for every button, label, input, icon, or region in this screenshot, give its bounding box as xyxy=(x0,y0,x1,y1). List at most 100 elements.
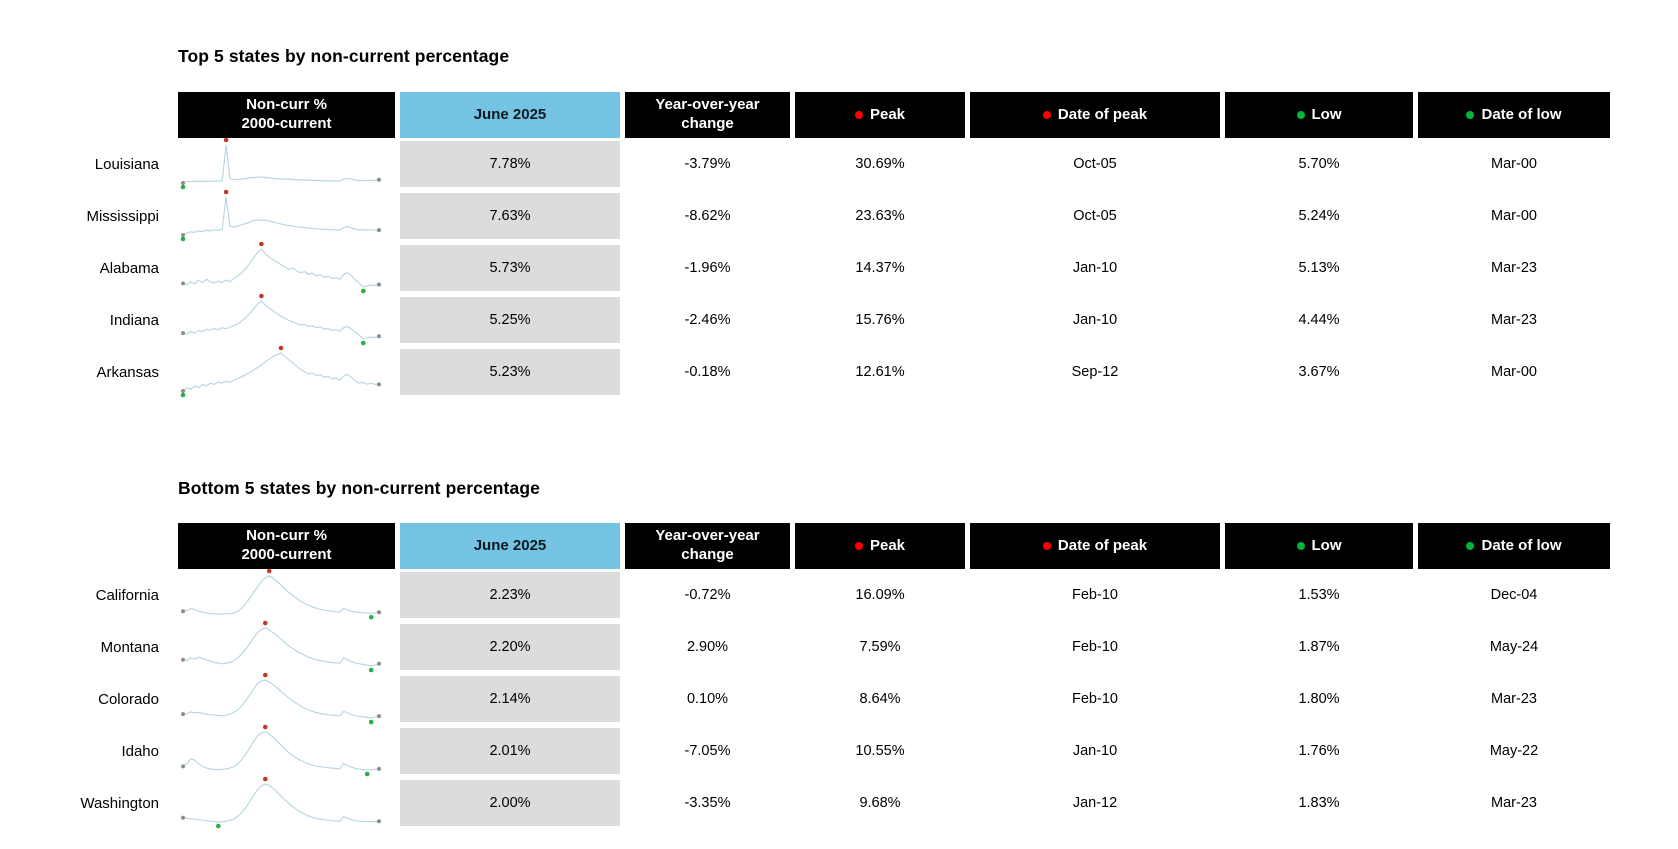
low-marker-icon xyxy=(361,288,366,294)
value-date-of-peak: Jan-12 xyxy=(1072,795,1118,811)
value-peak: 7.59% xyxy=(859,639,901,655)
value-yoy-change: -3.35% xyxy=(684,795,731,811)
value-peak: 16.09% xyxy=(855,587,905,603)
value-june-2025: 7.78% xyxy=(400,141,620,187)
col-header-date-of-peak: Date of peak xyxy=(970,92,1220,138)
low-marker-icon xyxy=(368,719,374,725)
header-spacer xyxy=(0,523,173,569)
sparkline-chart xyxy=(181,293,381,346)
value-date-of-peak: Jan-10 xyxy=(1072,260,1118,276)
start-marker-icon xyxy=(181,609,185,614)
value-june-2025: 2.01% xyxy=(400,728,620,774)
end-marker-icon xyxy=(377,661,381,666)
low-dot-icon xyxy=(1296,111,1305,119)
state-label: Idaho xyxy=(121,742,159,760)
col-header-yoy-change: Year-over-year change xyxy=(625,523,790,569)
low-dot-icon xyxy=(1466,111,1475,119)
col-header-low-label: Low xyxy=(1311,536,1342,554)
sparkline-chart xyxy=(181,672,381,725)
state-label: Mississippi xyxy=(86,207,159,225)
end-marker-icon xyxy=(377,714,381,719)
end-marker-icon xyxy=(377,282,381,287)
start-marker-icon xyxy=(181,181,185,185)
peak-dot-icon xyxy=(854,111,863,119)
peak-marker-icon xyxy=(278,345,284,351)
peak-marker-icon xyxy=(223,137,229,143)
value-low: 1.80% xyxy=(1298,691,1340,707)
col-header-june-2025: June 2025 xyxy=(400,523,620,569)
sparkline-cell xyxy=(178,293,395,346)
col-header-yoy-line2: change xyxy=(681,546,734,563)
value-low: 1.53% xyxy=(1298,587,1340,603)
sparkline-cell xyxy=(178,620,395,673)
peak-marker-icon xyxy=(259,293,264,299)
value-date-of-low: Mar-23 xyxy=(1491,260,1537,276)
col-header-yoy-line1: Year-over-year xyxy=(655,96,760,114)
col-header-peak-label: Peak xyxy=(869,105,906,123)
peak-marker-icon xyxy=(263,776,268,782)
value-low: 1.83% xyxy=(1298,795,1340,811)
value-low: 1.76% xyxy=(1298,743,1340,759)
bottom-states-table: Non-curr % 2000-current June 2025 Year-o… xyxy=(0,523,1610,829)
sparkline-chart xyxy=(180,189,381,242)
low-dot-icon xyxy=(1296,542,1305,550)
sparkline-cell xyxy=(178,724,395,777)
col-header-date-of-peak: Date of peak xyxy=(970,523,1220,569)
value-date-of-low: Mar-00 xyxy=(1491,208,1537,224)
value-low: 5.13% xyxy=(1298,260,1340,276)
value-date-of-low: Mar-00 xyxy=(1491,156,1537,172)
start-marker-icon xyxy=(181,712,185,717)
value-june-2025: 5.25% xyxy=(400,297,620,343)
state-label: Arkansas xyxy=(96,363,159,381)
state-label: Colorado xyxy=(98,690,159,708)
low-marker-icon xyxy=(368,667,374,673)
end-marker-icon xyxy=(377,177,381,182)
value-low: 1.87% xyxy=(1298,639,1340,655)
value-june-2025: 2.20% xyxy=(400,624,620,670)
start-marker-icon xyxy=(181,815,185,820)
value-peak: 14.37% xyxy=(855,260,905,276)
col-header-date-of-low: Date of low xyxy=(1418,92,1610,138)
start-marker-icon xyxy=(181,389,185,393)
value-yoy-change: 2.90% xyxy=(686,639,729,655)
end-marker-icon xyxy=(377,334,381,339)
value-date-of-peak: Jan-10 xyxy=(1072,312,1118,328)
peak-marker-icon xyxy=(223,189,229,195)
sparkline-chart xyxy=(180,137,381,190)
low-dot-icon xyxy=(1466,542,1475,550)
value-date-of-peak: Jan-10 xyxy=(1072,743,1118,759)
value-june-2025: 2.00% xyxy=(400,780,620,826)
value-june-2025: 5.23% xyxy=(400,349,620,395)
value-yoy-change: 0.10% xyxy=(686,691,729,707)
value-peak: 8.64% xyxy=(859,691,901,707)
sparkline-cell xyxy=(178,189,395,242)
value-date-of-peak: Feb-10 xyxy=(1072,639,1118,655)
state-label: Louisiana xyxy=(94,155,159,173)
value-yoy-change: -0.72% xyxy=(684,587,731,603)
end-marker-icon xyxy=(377,766,381,771)
state-label: California xyxy=(95,586,159,604)
value-june-2025: 5.73% xyxy=(400,245,620,291)
value-low: 3.67% xyxy=(1298,364,1340,380)
value-june-2025: 2.14% xyxy=(400,676,620,722)
end-marker-icon xyxy=(377,610,381,615)
sparkline-chart xyxy=(181,620,381,673)
peak-marker-icon xyxy=(266,568,272,574)
sparkline-chart xyxy=(181,568,381,620)
col-header-low: Low xyxy=(1225,92,1413,138)
peak-marker-icon xyxy=(263,672,268,678)
peak-dot-icon xyxy=(1042,111,1051,119)
value-peak: 12.61% xyxy=(855,364,905,380)
col-header-noncurr-line1: Non-curr % xyxy=(246,96,327,114)
col-header-yoy-change: Year-over-year change xyxy=(625,92,790,138)
low-marker-icon xyxy=(361,340,366,346)
col-header-yoy-line1: Year-over-year xyxy=(655,527,760,545)
value-yoy-change: -1.96% xyxy=(684,260,731,276)
start-marker-icon xyxy=(181,233,185,237)
state-label: Montana xyxy=(100,638,159,656)
start-marker-icon xyxy=(181,331,185,336)
value-date-of-peak: Feb-10 xyxy=(1072,587,1118,603)
low-marker-icon xyxy=(216,823,221,829)
peak-dot-icon xyxy=(1042,542,1051,550)
